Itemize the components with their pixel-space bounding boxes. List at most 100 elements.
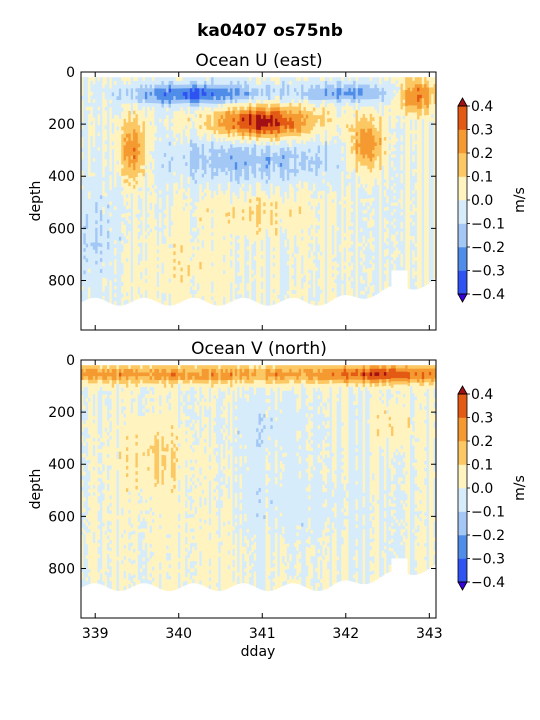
field-cell	[147, 147, 151, 152]
field-cell	[92, 268, 96, 273]
field-cell	[272, 103, 276, 108]
field-cell	[220, 187, 224, 192]
field-cell	[170, 198, 174, 203]
field-cell	[152, 177, 155, 182]
field-cell	[208, 257, 212, 263]
field-cell	[251, 203, 255, 208]
field-cell	[194, 231, 198, 236]
field-cell	[253, 192, 257, 197]
field-cell	[142, 246, 146, 251]
field-cell	[232, 255, 236, 260]
field-cell	[159, 239, 162, 244]
field-cell	[173, 175, 177, 180]
field-cell	[133, 106, 136, 112]
field-cell	[121, 270, 124, 275]
field-cell	[133, 244, 136, 249]
field-cell	[140, 260, 143, 265]
field-cell	[142, 238, 146, 243]
field-cell	[241, 95, 245, 100]
field-cell	[140, 102, 143, 107]
field-cell	[111, 190, 115, 195]
field-cell	[92, 246, 96, 251]
field-cell	[144, 227, 148, 232]
field-cell	[128, 95, 132, 101]
field-cell	[88, 257, 91, 262]
field-cell	[97, 180, 101, 185]
field-cell	[201, 158, 205, 163]
field-cell	[201, 162, 205, 167]
field-cell	[109, 107, 113, 112]
field-cell	[175, 280, 179, 285]
field-cell	[111, 205, 115, 210]
field-cell	[92, 220, 96, 225]
field-cell	[118, 267, 122, 272]
field-cell	[246, 121, 250, 126]
field-cell	[107, 223, 110, 228]
field-cell	[175, 77, 179, 82]
field-cell	[253, 215, 257, 220]
field-cell	[166, 100, 169, 105]
field-cell	[239, 253, 243, 258]
field-cell	[272, 292, 276, 298]
field-cell	[130, 136, 134, 142]
field-cell	[225, 220, 229, 225]
field-cell	[208, 193, 212, 199]
field-cell	[213, 96, 217, 101]
field-cell	[137, 106, 141, 111]
field-cell	[260, 270, 264, 275]
field-cell	[99, 206, 103, 211]
field-cell	[227, 129, 231, 134]
field-cell	[97, 121, 101, 126]
field-cell	[211, 179, 214, 184]
field-cell	[133, 259, 136, 264]
field-cell	[199, 258, 203, 263]
field-cell	[215, 210, 219, 215]
field-cell	[239, 132, 243, 137]
field-cell	[239, 279, 243, 284]
field-cell	[149, 88, 153, 93]
field-cell	[140, 147, 143, 152]
field-cell	[92, 154, 96, 159]
field-cell	[92, 143, 96, 148]
field-cell	[130, 219, 134, 224]
field-cell	[99, 103, 103, 108]
field-cell	[194, 110, 198, 115]
field-cell	[192, 168, 195, 174]
field-cell	[185, 180, 188, 185]
field-cell	[232, 132, 236, 138]
field-cell	[270, 88, 274, 93]
field-cell	[95, 169, 98, 174]
field-cell	[147, 250, 151, 255]
field-cell	[102, 206, 106, 212]
field-cell	[218, 130, 222, 135]
field-cell	[121, 259, 124, 264]
field-cell	[232, 199, 236, 204]
field-cell	[194, 77, 198, 82]
field-cell	[99, 269, 103, 274]
field-cell	[275, 231, 278, 236]
field-cell	[239, 183, 243, 188]
field-cell	[166, 96, 169, 101]
field-cell	[178, 272, 181, 277]
field-cell	[168, 145, 172, 150]
field-cell	[178, 291, 181, 296]
field-cell	[152, 95, 155, 100]
field-cell	[178, 219, 181, 224]
field-cell	[215, 141, 219, 146]
field-cell	[90, 246, 94, 251]
field-cell	[133, 88, 136, 93]
field-cell	[168, 214, 172, 219]
field-cell	[199, 217, 203, 222]
field-cell	[163, 103, 167, 108]
field-cell	[246, 239, 250, 244]
field-cell	[102, 251, 106, 256]
field-cell	[173, 217, 177, 222]
field-cell	[223, 247, 226, 252]
field-cell	[142, 172, 146, 177]
field-cell	[260, 258, 264, 263]
field-cell	[192, 253, 195, 258]
field-cell	[180, 260, 184, 265]
field-cell	[135, 110, 139, 115]
field-cell	[201, 273, 205, 278]
field-cell	[109, 111, 113, 116]
